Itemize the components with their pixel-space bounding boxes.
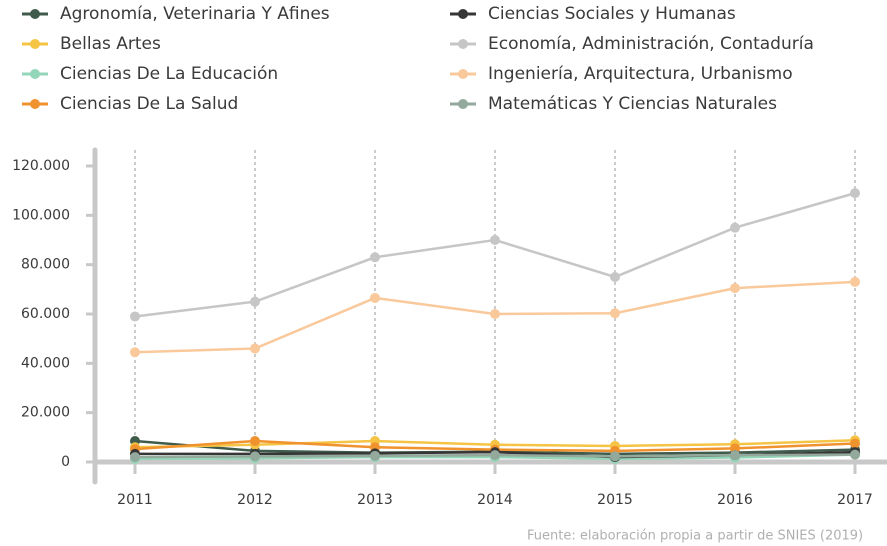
- data-point: [490, 309, 500, 319]
- data-point: [490, 450, 500, 461]
- y-tick-label: 120.000: [12, 158, 70, 174]
- legend-label: Ingeniería, Arquitectura, Urbanismo: [488, 64, 793, 84]
- data-point: [130, 347, 140, 358]
- data-point: [250, 296, 260, 307]
- y-tick-label: 100.000: [12, 207, 70, 223]
- y-tick-label: 60.000: [21, 306, 70, 322]
- legend-marker: [30, 9, 40, 19]
- data-point: [250, 436, 260, 447]
- legend-marker: [30, 69, 40, 79]
- legend-label: Ciencias Sociales y Humanas: [488, 4, 736, 24]
- data-point: [370, 292, 380, 303]
- legend-label: Agronomía, Veterinaria Y Afines: [60, 4, 330, 24]
- data-point: [730, 222, 740, 233]
- data-point: [490, 235, 500, 245]
- x-tick-label: 2011: [117, 492, 153, 508]
- legend-label: Ciencias De La Educación: [60, 64, 278, 84]
- legend-label: Bellas Artes: [60, 34, 161, 54]
- data-point: [130, 452, 140, 463]
- data-point: [850, 188, 860, 199]
- legend-label: Ciencias De La Salud: [60, 94, 238, 114]
- x-tick-label: 2014: [477, 492, 513, 508]
- legend-marker: [458, 39, 468, 49]
- x-tick-label: 2015: [597, 492, 633, 508]
- y-tick-label: 80.000: [21, 257, 70, 273]
- data-point: [730, 450, 740, 461]
- data-point: [730, 283, 740, 294]
- legend-label: Matemáticas Y Ciencias Naturales: [488, 94, 777, 114]
- data-point: [130, 311, 140, 322]
- data-point: [610, 272, 620, 282]
- source-note: Fuente: elaboración propia a partir de S…: [527, 529, 863, 544]
- legend-marker: [30, 39, 40, 49]
- y-tick-label: 20.000: [21, 405, 70, 421]
- y-tick-label: 40.000: [21, 355, 70, 371]
- data-point: [850, 276, 860, 287]
- x-tick-label: 2013: [357, 492, 393, 508]
- legend-marker: [458, 99, 468, 109]
- data-point: [850, 438, 860, 449]
- legend-label: Economía, Administración, Contaduría: [488, 34, 814, 54]
- data-point: [610, 451, 620, 462]
- x-tick-label: 2016: [717, 492, 753, 508]
- x-tick-label: 2017: [837, 492, 873, 508]
- data-point: [370, 450, 380, 461]
- data-point: [610, 308, 620, 319]
- data-point: [850, 449, 860, 460]
- data-point: [250, 343, 260, 354]
- y-tick-label: 0: [61, 454, 70, 470]
- legend-marker: [458, 9, 468, 19]
- legend-marker: [458, 69, 468, 79]
- x-tick-label: 2012: [237, 492, 273, 508]
- legend-marker: [30, 99, 40, 109]
- data-point: [250, 451, 260, 462]
- data-point: [370, 252, 380, 263]
